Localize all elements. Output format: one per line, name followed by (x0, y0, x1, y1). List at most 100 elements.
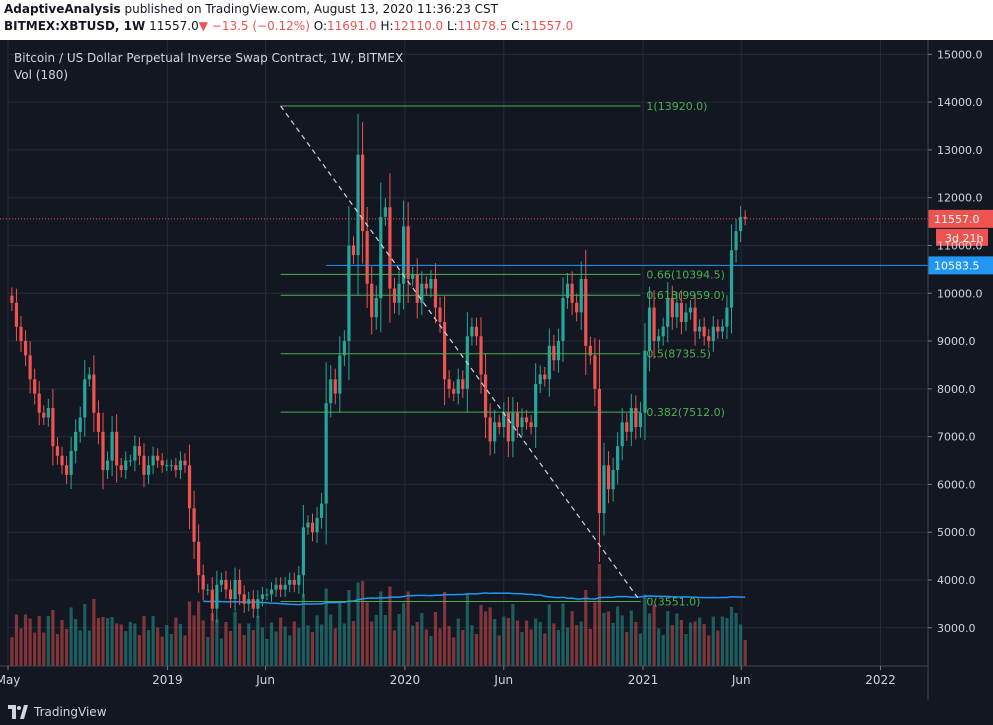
volume-bar (37, 616, 41, 666)
volume-bar (247, 623, 251, 666)
volume-bar (187, 601, 192, 666)
candle-body (361, 154, 365, 232)
candle-body (543, 374, 547, 380)
volume-bar (301, 594, 305, 666)
volume-bar (579, 621, 583, 666)
volume-bar (329, 614, 333, 666)
countdown-badge (936, 228, 988, 246)
candle-body (78, 417, 82, 432)
volume-bar (442, 592, 447, 666)
candle-body (37, 393, 41, 413)
volume-bar (60, 620, 64, 666)
volume-bar (383, 615, 387, 666)
price-tick-label: 9000.0 (937, 335, 976, 348)
candle-body (137, 446, 142, 456)
volume-bar (351, 621, 356, 666)
candle-body (584, 278, 588, 346)
volume-bar (729, 607, 734, 666)
last-price-badge-text: 11557.0 (934, 213, 980, 226)
candle-body (657, 336, 661, 342)
candle-body (675, 302, 679, 318)
candle-body (165, 465, 169, 467)
volume-bar (652, 604, 656, 666)
volume-bar (210, 613, 214, 666)
price-tick-label: 5000.0 (937, 526, 976, 539)
horizontal-line-badge-text: 10583.5 (934, 259, 980, 272)
chart-title: Bitcoin / US Dollar Perpetual Inverse Sw… (14, 51, 403, 65)
candle-body (146, 465, 151, 475)
volume-bar (543, 633, 547, 666)
tradingview-brand[interactable]: TradingView (34, 705, 107, 719)
candle-body (625, 422, 629, 432)
time-tick-label: Jun (255, 673, 275, 687)
candle-body (374, 298, 378, 318)
candle-body (397, 283, 401, 303)
volume-bar (46, 616, 50, 666)
candle-body (643, 350, 647, 413)
candle-body (320, 503, 324, 518)
volume-bar (137, 635, 142, 666)
price-tick-label: 7000.0 (937, 431, 976, 444)
volume-ma-line (203, 592, 746, 606)
candle-body (156, 455, 160, 461)
volume-bar (269, 622, 274, 666)
time-axis[interactable]: May 2019 Jun 2020 Jun 2021 Jun 2022 (0, 665, 928, 687)
volume-bar (133, 623, 137, 666)
candle-body (55, 446, 60, 456)
price-axis[interactable]: 3000.0 4000.0 5000.0 6000.0 7000.0 8000.0 9000… (927, 40, 983, 700)
volume-bar (534, 618, 538, 666)
candle-body (556, 341, 561, 361)
footer: TradingView (0, 700, 993, 725)
volume-bar (702, 624, 706, 666)
candle-body (552, 345, 556, 361)
volume-bar (616, 606, 620, 666)
trend-line[interactable] (280, 105, 641, 602)
time-tick-label: Jun (731, 673, 751, 687)
candle-body (698, 326, 702, 332)
candle-body (228, 589, 233, 600)
volume-bar (711, 616, 715, 666)
candle-body (688, 307, 693, 313)
volume-bar (506, 618, 510, 666)
volume-bar (684, 634, 688, 666)
candle-body (260, 594, 264, 600)
author-name[interactable]: AdaptiveAnalysis (4, 2, 121, 16)
fib-retracement[interactable]: 1(13920.0) 0.66(10394.5) 0.618(9959.0) 0.5(… (280, 100, 725, 608)
volume-bar (716, 630, 720, 666)
candle-body (269, 589, 274, 595)
fib-level-label: 0.66(10394.5) (646, 268, 725, 281)
volume-bar (119, 624, 123, 666)
volume-bar (242, 635, 246, 666)
candle-body (497, 422, 501, 428)
candle-body (215, 584, 219, 609)
volume-bar (698, 617, 702, 666)
candle-body (729, 250, 734, 308)
candle-body (87, 374, 91, 380)
candle-body (452, 388, 456, 394)
volume-bar (433, 612, 438, 666)
price-tick-label: 6000.0 (937, 478, 976, 491)
candle-body (192, 508, 196, 542)
price-tick-label: 14000.0 (937, 96, 983, 109)
volume-bar (260, 627, 264, 666)
volume-bar (524, 620, 529, 666)
candle-body (634, 407, 638, 428)
candle-body (124, 460, 128, 471)
volume-bar (115, 623, 119, 666)
fib-level-label: 0.618(9959.0) (646, 289, 725, 302)
candle-body (488, 417, 492, 442)
candle-body (10, 295, 14, 303)
price-chart[interactable]: 1(13920.0) 0.66(10394.5) 0.618(9959.0) 0.5(… (0, 40, 993, 700)
price-tick-label: 10000.0 (937, 287, 983, 300)
volume-indicator-label[interactable]: Vol (180) (14, 68, 68, 82)
volume-bar (320, 624, 324, 666)
candle-body (174, 465, 178, 471)
volume-bar (156, 627, 160, 666)
volume-bar (297, 628, 301, 666)
candle-body (442, 321, 447, 380)
candle-body (23, 341, 28, 356)
candle-body (187, 465, 192, 509)
candle-body (356, 154, 360, 256)
candle-body (420, 283, 424, 303)
candle-body (461, 379, 465, 389)
